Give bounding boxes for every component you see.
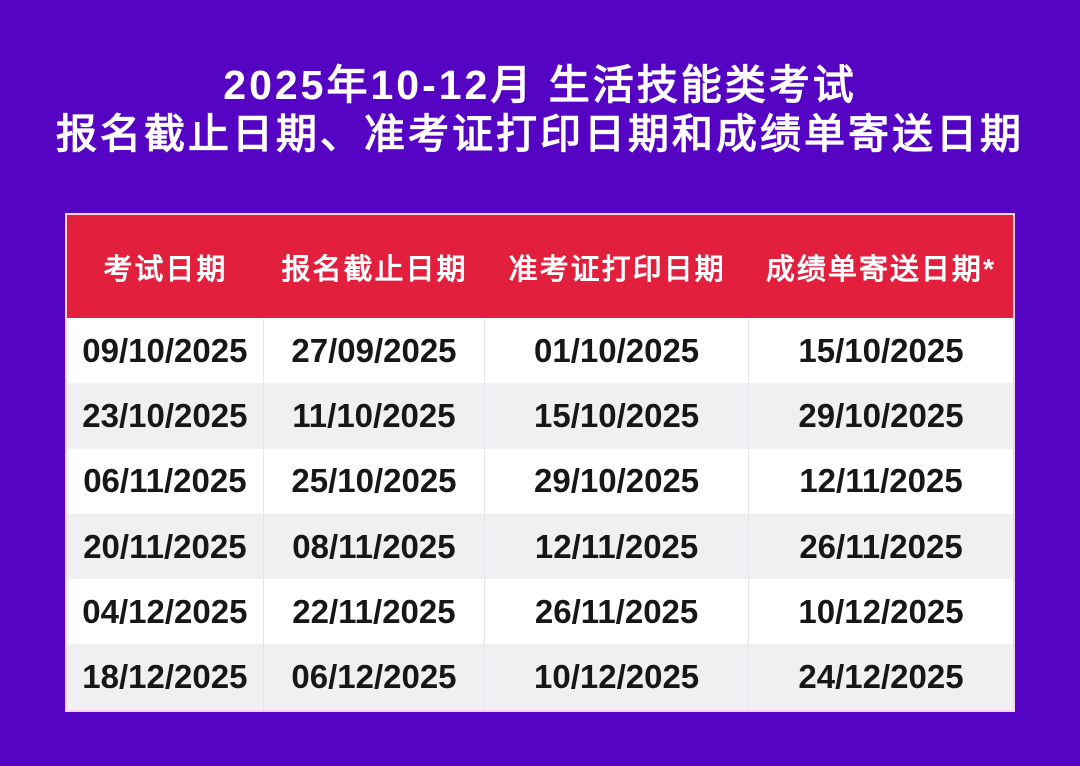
table-cell: 26/11/2025	[799, 527, 963, 565]
table-cell: 09/10/2025	[67, 318, 264, 384]
table-cell: 25/10/2025	[264, 448, 486, 514]
exam-schedule-table: 考试日期 报名截止日期 准考证打印日期 成绩单寄送日期* 09/10/2025 …	[65, 213, 1015, 712]
page-title: 2025年10-12月 生活技能类考试 报名截止日期、准考证打印日期和成绩单寄送…	[0, 61, 1080, 159]
table-cell: 10/12/2025	[798, 592, 964, 630]
table-row: 04/12/2025 22/11/2025 26/11/2025 10/12/2…	[67, 579, 1013, 645]
table-row: 09/10/2025 27/09/2025 01/10/2025 15/10/2…	[67, 318, 1013, 384]
table-cell: 15/10/2025	[485, 383, 750, 449]
table-header-row: 考试日期 报名截止日期 准考证打印日期 成绩单寄送日期*	[67, 215, 1013, 318]
table-cell: 24/12/2025	[798, 658, 964, 696]
table-cell: 06/12/2025	[264, 644, 486, 710]
table-body: 09/10/2025 27/09/2025 01/10/2025 15/10/2…	[67, 318, 1013, 710]
table-cell: 20/11/2025	[67, 513, 264, 580]
table-cell: 08/11/2025	[264, 513, 486, 580]
table-cell: 22/11/2025	[264, 579, 486, 645]
table-cell: 27/09/2025	[264, 318, 486, 384]
title-line-1: 2025年10-12月 生活技能类考试	[223, 62, 857, 108]
column-header-admission-ticket-print-date: 准考证打印日期	[508, 253, 726, 286]
table-cell: 01/10/2025	[485, 318, 750, 384]
table-cell: 29/10/2025	[798, 396, 964, 434]
table-row: 20/11/2025 08/11/2025 12/11/2025 26/11/2…	[67, 513, 1013, 580]
table-cell: 15/10/2025	[798, 331, 964, 369]
table-cell: 18/12/2025	[67, 644, 264, 710]
table-cell: 10/12/2025	[485, 644, 750, 710]
table-cell: 26/11/2025	[485, 579, 750, 645]
table-row: 18/12/2025 06/12/2025 10/12/2025 24/12/2…	[67, 644, 1013, 710]
title-line-2: 报名截止日期、准考证打印日期和成绩单寄送日期	[56, 111, 1024, 157]
table-cell: 06/11/2025	[67, 448, 264, 514]
table-row: 23/10/2025 11/10/2025 15/10/2025 29/10/2…	[67, 383, 1013, 449]
table-cell: 12/11/2025	[485, 513, 750, 580]
table-row: 06/11/2025 25/10/2025 29/10/2025 12/11/2…	[67, 448, 1013, 514]
table-cell: 29/10/2025	[485, 448, 750, 514]
column-header-registration-deadline: 报名截止日期	[281, 253, 468, 286]
table-cell: 23/10/2025	[67, 383, 264, 449]
column-header-exam-date: 考试日期	[103, 253, 228, 286]
table-cell: 12/11/2025	[799, 462, 963, 500]
column-header-score-report-mailing-date: 成绩单寄送日期*	[765, 253, 997, 286]
table-cell: 11/10/2025	[264, 383, 486, 449]
table-cell: 04/12/2025	[67, 579, 264, 645]
